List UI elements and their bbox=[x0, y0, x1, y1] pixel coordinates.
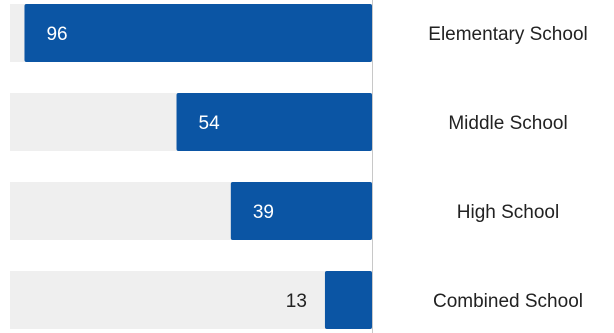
category-label: Middle School bbox=[448, 113, 567, 134]
category-label-group: Elementary School Middle School High Schoo… bbox=[428, 24, 587, 312]
value-label: 39 bbox=[253, 202, 274, 223]
bar bbox=[176, 93, 372, 151]
category-label: Combined School bbox=[433, 291, 583, 312]
category-label: Elementary School bbox=[428, 24, 587, 45]
value-label: 96 bbox=[46, 24, 67, 45]
value-label-group: 96 54 39 13 bbox=[46, 24, 306, 312]
bar bbox=[230, 182, 372, 240]
category-label: High School bbox=[457, 202, 559, 223]
bar-track bbox=[10, 271, 372, 329]
bar bbox=[324, 271, 372, 329]
bar-group bbox=[24, 4, 372, 329]
bar bbox=[24, 4, 372, 62]
value-label: 13 bbox=[286, 291, 307, 312]
value-label: 54 bbox=[199, 113, 221, 134]
